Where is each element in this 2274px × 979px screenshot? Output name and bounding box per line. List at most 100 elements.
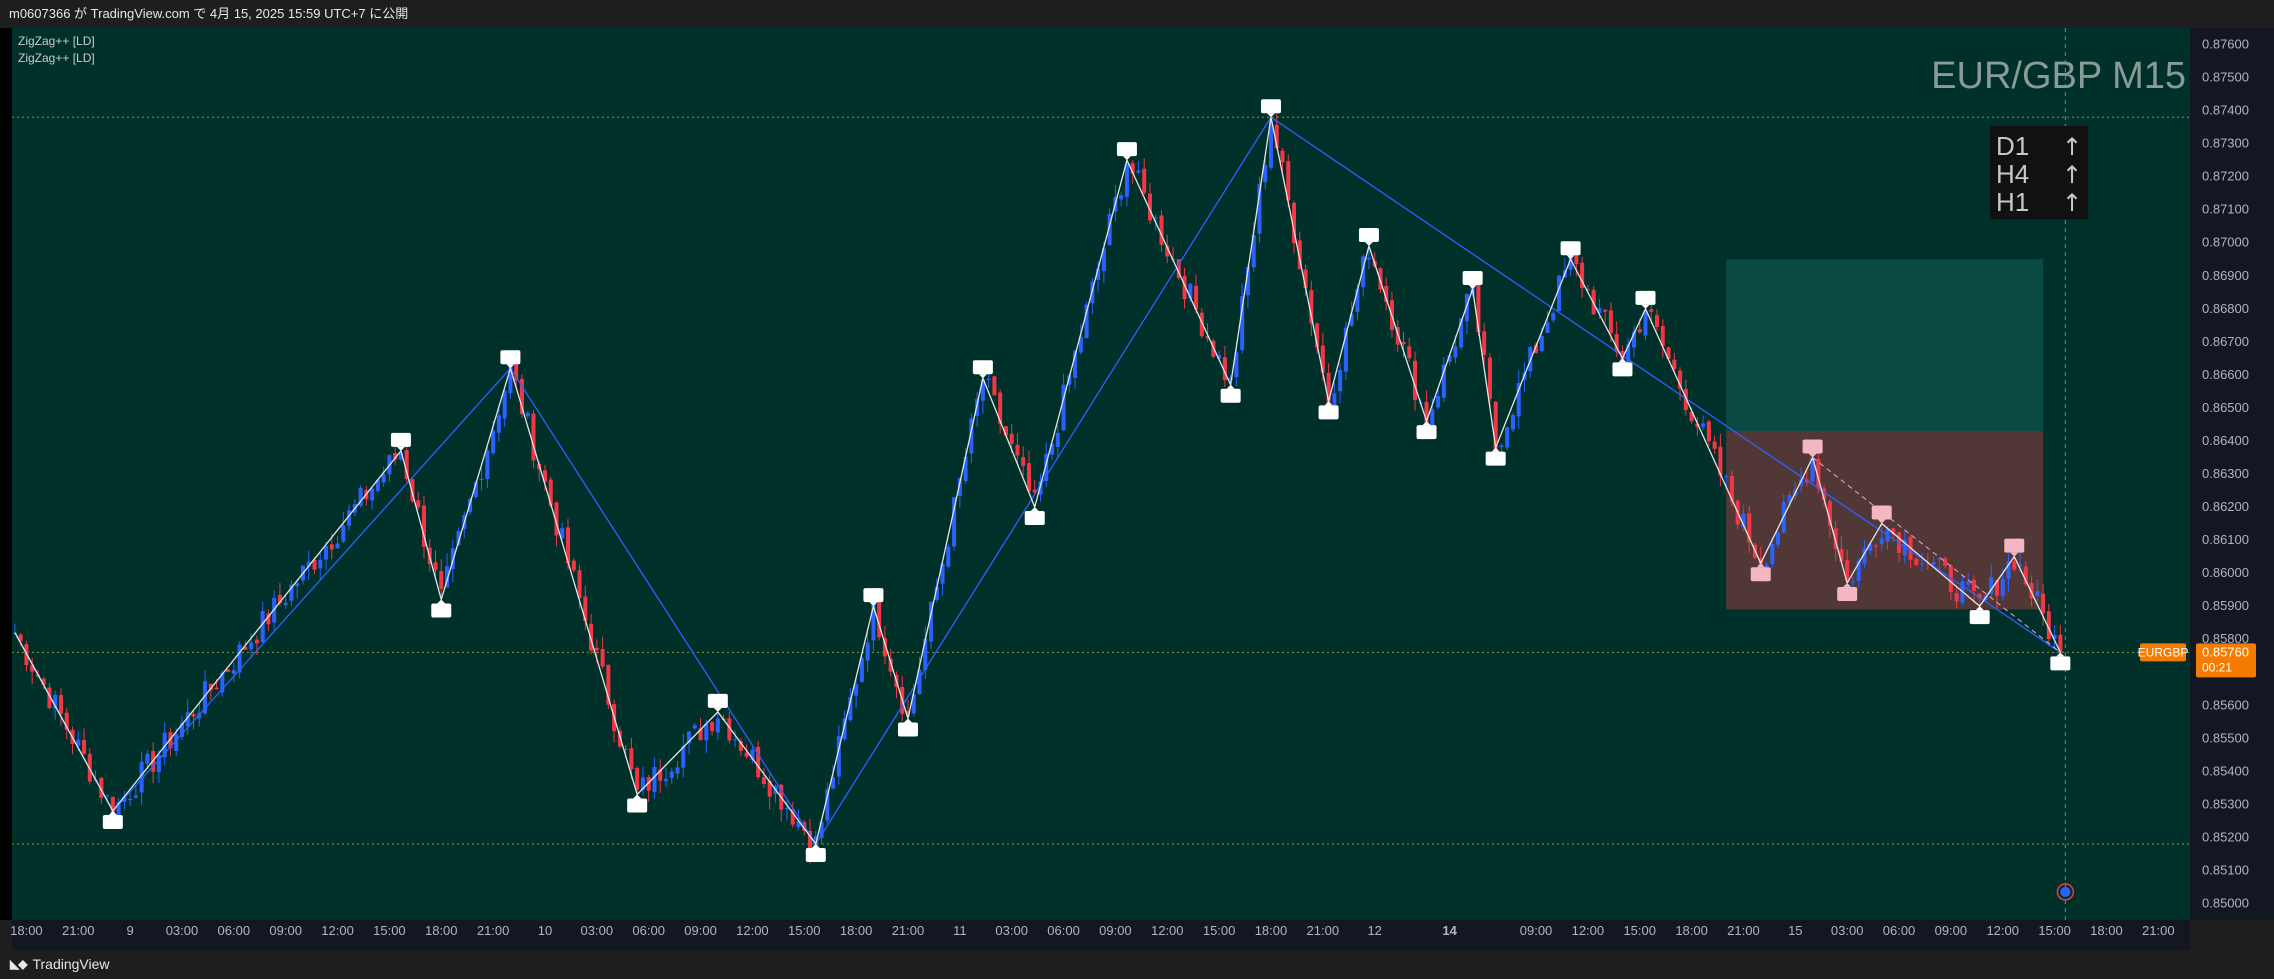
- indicator-label-1[interactable]: ZigZag++ [LD]: [18, 34, 95, 48]
- candle-body: [1407, 346, 1412, 359]
- time-axis[interactable]: [12, 920, 2190, 950]
- zigzag-pivot-label[interactable]: [627, 794, 648, 813]
- candle-body: [260, 611, 265, 643]
- zigzag-pivot-label[interactable]: [102, 810, 123, 829]
- candle-body: [1280, 150, 1285, 163]
- x-tick-label: 15:00: [2038, 923, 2071, 938]
- candle-body: [917, 669, 922, 695]
- candle-body: [1701, 423, 1706, 427]
- x-tick-label: 9: [127, 923, 134, 938]
- x-tick-label: 14: [1442, 923, 1457, 938]
- candle-body: [1879, 538, 1884, 545]
- zigzag-pivot-label[interactable]: [1750, 563, 1771, 582]
- candle-body: [761, 777, 766, 785]
- candle-body: [1943, 558, 1948, 566]
- pivot-label-pointer: [1975, 606, 1984, 611]
- candle-body: [370, 488, 375, 501]
- candle-body: [589, 623, 594, 651]
- candle-body: [1574, 252, 1579, 265]
- zigzag-pivot-label[interactable]: [1802, 439, 1823, 458]
- zigzag-pivot-label[interactable]: [1969, 606, 1990, 625]
- candle-body: [877, 595, 882, 638]
- candle-body: [208, 683, 213, 691]
- zigzag-pivot-label[interactable]: [1358, 228, 1379, 247]
- candle-body: [514, 360, 519, 381]
- zigzag-pivot-label[interactable]: [972, 360, 993, 379]
- zigzag-pivot-label[interactable]: [805, 844, 826, 863]
- y-tick-label: 0.86800: [2202, 301, 2249, 316]
- tradingview-brand[interactable]: ◣◆ TradingView: [10, 952, 110, 976]
- candle-body: [969, 418, 974, 454]
- zigzag-pivot-label[interactable]: [1416, 421, 1437, 440]
- zigzag-pivot-label[interactable]: [1485, 447, 1506, 466]
- zigzag-pivot-label[interactable]: [897, 718, 918, 737]
- zigzag-pivot-label[interactable]: [1837, 583, 1858, 602]
- candle-body: [1868, 543, 1873, 551]
- zigzag-pivot-label[interactable]: [1871, 505, 1892, 524]
- zigzag-pivot-label[interactable]: [1635, 290, 1656, 309]
- zigzag-pivot-label[interactable]: [431, 599, 452, 618]
- candle-body: [658, 769, 663, 781]
- zigzag-pivot-label[interactable]: [1560, 241, 1581, 260]
- candle-body: [1505, 427, 1510, 448]
- target-zone: [1726, 259, 2044, 432]
- trend-panel-bg: [1990, 126, 2088, 219]
- x-tick-label: 18:00: [1675, 923, 1708, 938]
- candle-body: [963, 456, 968, 482]
- candle-body: [888, 658, 893, 672]
- zigzag-pivot-label[interactable]: [1220, 384, 1241, 403]
- x-tick-label: 09:00: [1099, 923, 1132, 938]
- candle-body: [1695, 423, 1700, 427]
- candle-body: [1142, 168, 1147, 193]
- x-tick-label: 09:00: [269, 923, 302, 938]
- candle-body: [116, 801, 121, 820]
- candle-body: [692, 725, 697, 729]
- zigzag-pivot-label[interactable]: [863, 588, 884, 607]
- indicator-label-2[interactable]: ZigZag++ [LD]: [18, 51, 95, 65]
- zigzag-pivot-label[interactable]: [1024, 507, 1045, 526]
- candle-body: [1147, 193, 1152, 221]
- pivot-label-pointer: [869, 602, 878, 607]
- zigzag-pivot-label[interactable]: [2004, 538, 2025, 557]
- candle-body: [1286, 161, 1291, 201]
- price-chart[interactable]: 0.87600 0.87500 0.87400 0.87300 0.87200 0.871…: [0, 0, 2274, 950]
- candle-body: [1787, 495, 1792, 503]
- x-tick-label: 06:00: [632, 923, 665, 938]
- candle-body: [249, 642, 254, 650]
- candle-body: [1666, 347, 1671, 359]
- candle-body: [1770, 544, 1775, 564]
- x-tick-label: 18:00: [2090, 923, 2123, 938]
- pivot-label-box: [2004, 538, 2025, 553]
- candle-body: [848, 697, 853, 721]
- zigzag-pivot-label[interactable]: [1612, 358, 1633, 377]
- candle-body: [18, 634, 23, 642]
- zigzag-pivot-label[interactable]: [1462, 270, 1483, 289]
- candle-body: [1032, 489, 1037, 493]
- y-tick-label: 0.86300: [2202, 466, 2249, 481]
- candle-body: [433, 562, 438, 571]
- zigzag-pivot-label[interactable]: [2050, 652, 2071, 671]
- pivot-label-box: [1612, 362, 1633, 377]
- zigzag-pivot-label[interactable]: [390, 432, 411, 451]
- candle-body: [519, 378, 524, 414]
- candle-body: [122, 796, 127, 802]
- candle-body: [1833, 528, 1838, 549]
- candle-body: [796, 821, 801, 828]
- price-axis[interactable]: [2190, 28, 2274, 920]
- pivot-label-box: [972, 360, 993, 375]
- candle-body: [1493, 401, 1498, 451]
- pivot-label-box: [431, 603, 452, 618]
- candle-body: [560, 528, 565, 539]
- alert-marker-icon[interactable]: [2056, 883, 2075, 901]
- zigzag-pivot-label[interactable]: [500, 350, 521, 369]
- candle-body: [139, 761, 144, 793]
- zigzag-pivot-label[interactable]: [707, 693, 728, 712]
- candle-body: [1251, 234, 1256, 268]
- zigzag-pivot-label[interactable]: [1318, 401, 1339, 420]
- pivot-label-pointer: [1030, 507, 1039, 512]
- zigzag-pivot-label[interactable]: [1116, 142, 1137, 161]
- zigzag-pivot-label[interactable]: [1260, 99, 1281, 118]
- candle-body: [975, 399, 980, 416]
- candle-body: [421, 505, 426, 547]
